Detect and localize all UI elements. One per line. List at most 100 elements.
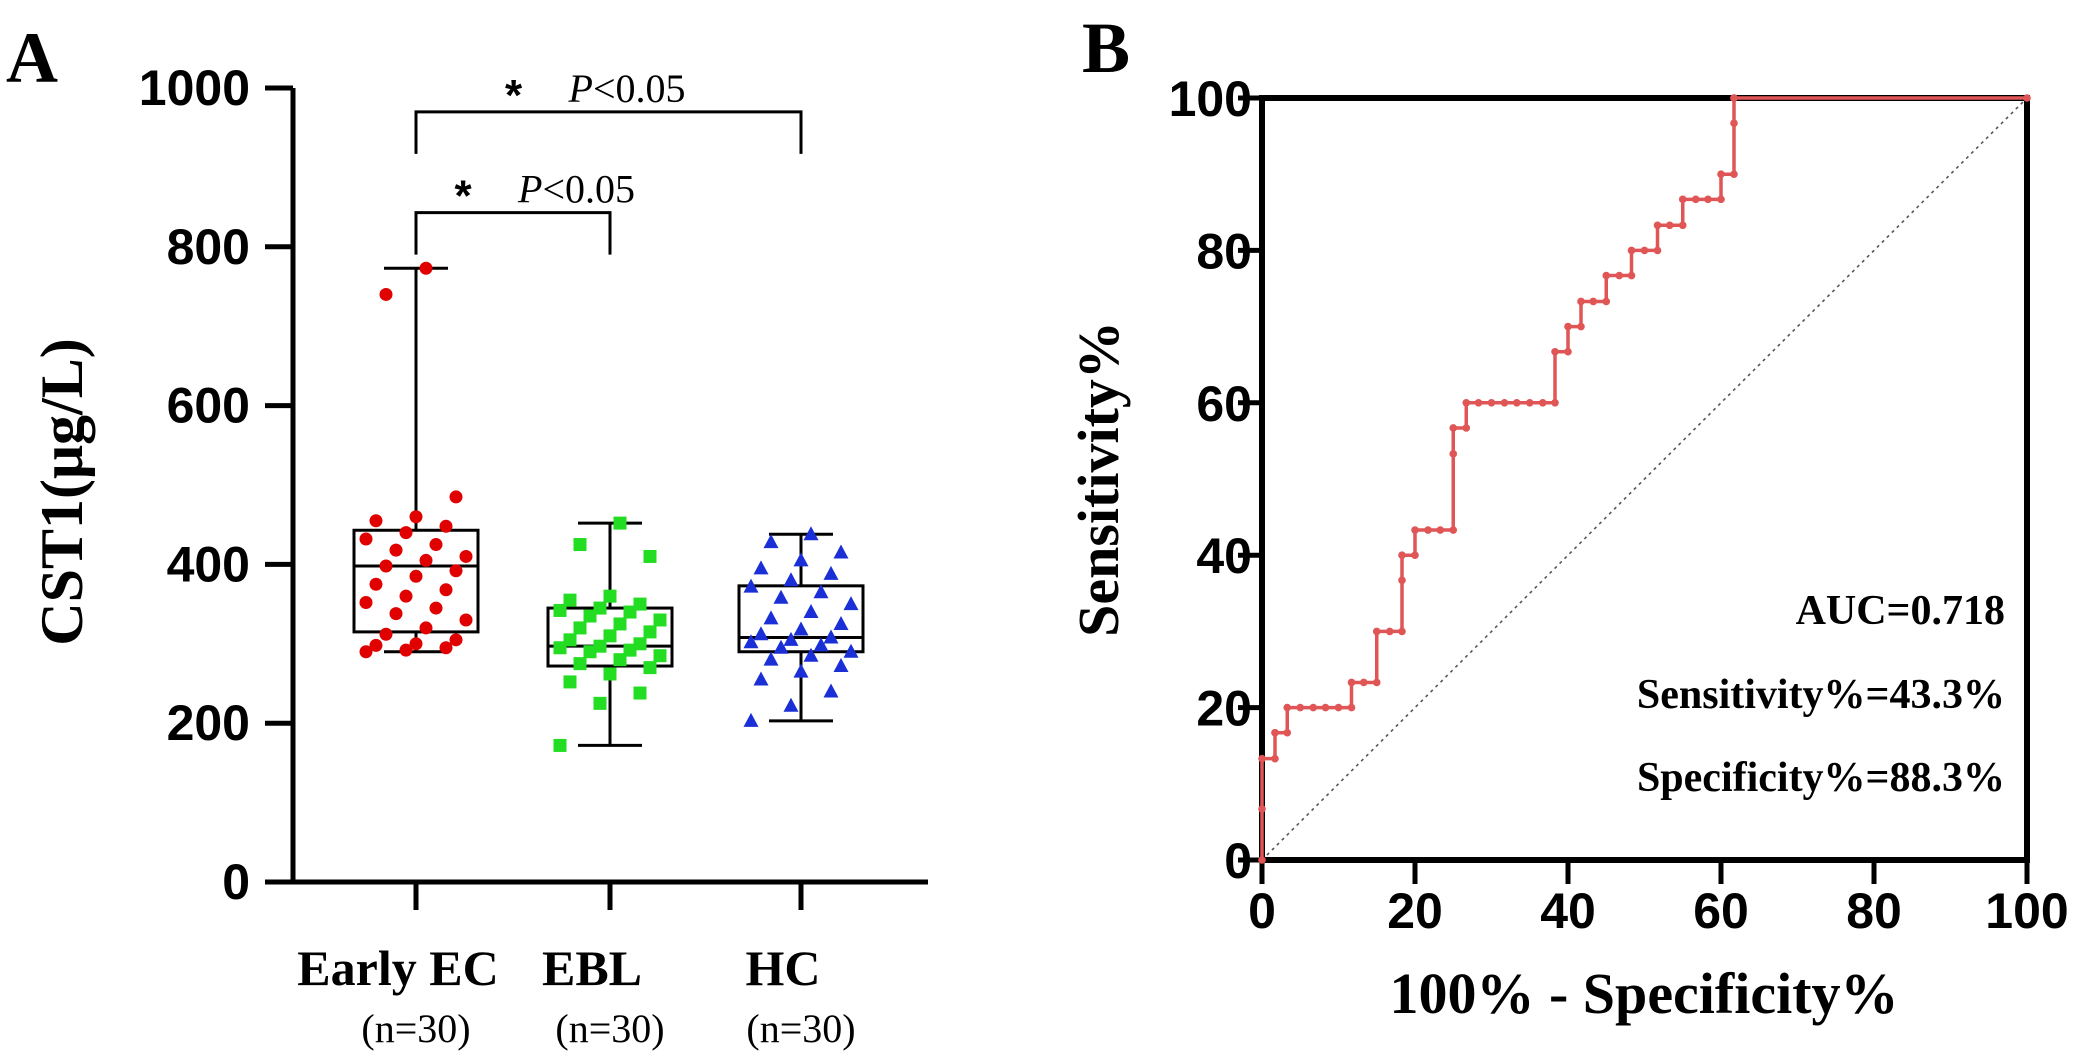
b-roc-point [1283,728,1292,737]
a-data-point [783,631,799,646]
b-roc-point [1283,703,1292,712]
b-roc-point [1577,297,1585,306]
b-sensitivity-text: Sensitivity%=43.3% [1637,672,2005,718]
b-roc-point [1525,399,1534,407]
a-data-point [399,526,413,540]
a-data-point [793,621,809,636]
a-group-size-label: (n=30) [361,1006,470,1051]
a-data-point [843,643,859,658]
b-y-tick-label: 60 [1196,376,1252,432]
b-y-tick-label: 100 [1169,71,1252,127]
a-data-point [833,615,849,630]
a-data-point [653,649,667,663]
a-data-point [399,643,413,657]
a-data-point [763,610,779,625]
b-roc-point [1717,195,1725,204]
a-group-size-label: (n=30) [746,1006,855,1051]
panel-b-letter: B [1082,8,1130,88]
a-group-size-label: (n=30) [555,1006,664,1051]
a-p-value-threshold: <0.05 [542,167,635,212]
b-specificity-text: Specificity%=88.3% [1637,755,2005,801]
b-roc-point [1258,856,1266,864]
a-data-point [643,549,657,563]
b-roc-point [1678,221,1687,230]
a-data-point [359,645,373,659]
a-data-point [359,532,373,546]
a-data-point [633,686,647,700]
a-data-point [429,601,443,615]
b-roc-point [1602,297,1611,306]
b-roc-point [1271,754,1279,763]
a-data-point [593,639,607,653]
a-data-point [753,626,769,641]
a-data-point [833,544,849,559]
a-data-point [623,643,637,657]
b-x-tick-label: 100 [1985,883,2068,939]
a-data-point [573,657,587,671]
a-p-value-letter: P [517,167,542,212]
a-significance-star: * [505,71,523,120]
b-plot-frame [1259,95,2030,863]
a-significance-star: * [454,172,472,221]
b-roc-point [1449,450,1458,458]
b-roc-point [1462,424,1471,432]
b-roc-point [1564,322,1572,331]
a-data-point [593,696,607,710]
a-data-point [409,510,423,524]
a-data-point [803,526,819,541]
a-data-point [449,490,463,504]
b-x-tick-label: 0 [1248,883,1276,939]
a-data-point [553,603,567,617]
a-data-point [359,596,373,610]
a-data-point [369,577,383,591]
b-roc-point [1411,526,1419,534]
a-data-point [823,629,839,644]
a-data-point [459,613,473,627]
b-roc-point [1627,246,1636,255]
b-roc-point [1398,627,1406,636]
b-y-tick-label: 0 [1224,833,1252,889]
a-data-point [643,625,657,639]
b-roc-point [1551,399,1559,407]
b-roc-point [1551,347,1559,356]
a-category-label: EBL [542,940,642,996]
a-data-point [743,578,759,593]
b-x-tick-label: 40 [1540,883,1596,939]
a-data-point [379,559,393,573]
a-box-hc [737,532,865,723]
a-data-point [603,667,617,681]
a-data-point [573,538,587,552]
b-y-axis-title: Sensitivity% [1066,321,1131,637]
a-data-point [753,671,769,686]
b-roc-point [1309,703,1318,712]
a-data-point [409,569,423,583]
a-data-point [439,519,453,533]
a-data-point [553,641,567,655]
a-data-point [743,634,759,649]
a-data-point [823,683,839,698]
a-data-point [643,661,657,675]
a-data-point [613,617,627,631]
a-data-point [369,638,383,652]
b-roc-point [1577,322,1585,331]
a-category-label: Early EC [297,940,498,996]
b-roc-point [1665,221,1674,230]
b-roc-point [1258,805,1266,813]
a-data-point [843,596,859,611]
a-data-point [449,564,463,578]
b-x-tick-label: 60 [1693,883,1749,939]
a-data-point [753,560,769,575]
a-data-point [409,637,423,651]
a-data-point [439,641,453,655]
b-roc-point [1627,271,1636,280]
a-data-point [603,589,617,603]
a-y-tick-label: 0 [222,854,250,910]
b-roc-point [1615,271,1624,280]
a-box-iqr [546,606,674,668]
a-significance-bracket [414,110,803,154]
b-roc-point [1385,627,1394,636]
b-roc-point [1730,119,1738,127]
a-data-point [563,675,577,689]
a-significance-bracket [414,211,612,255]
